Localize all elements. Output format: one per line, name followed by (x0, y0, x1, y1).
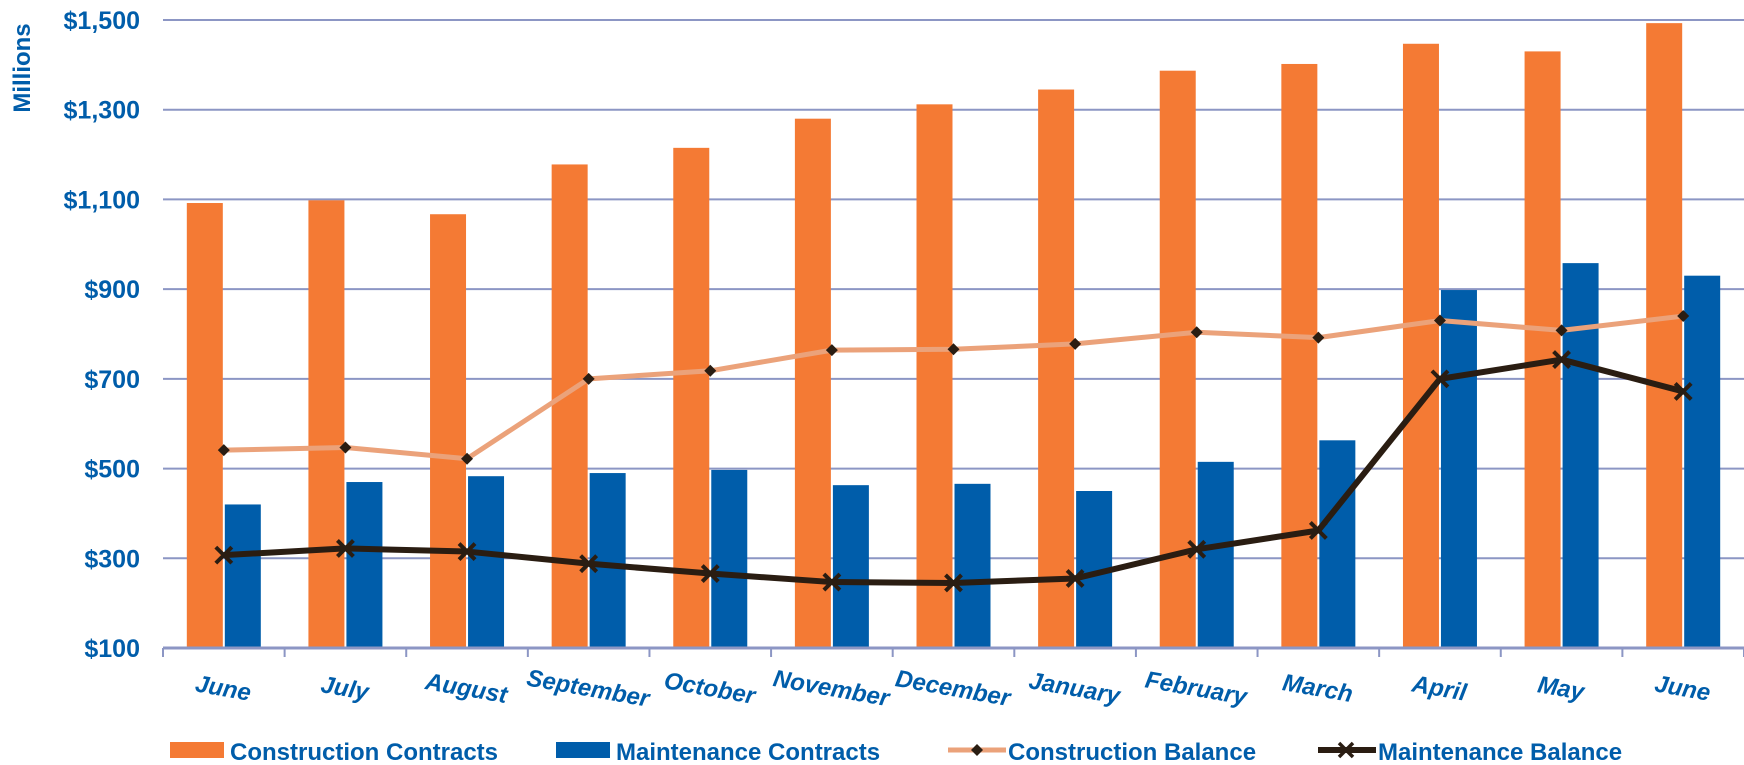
legend-label-construction-contracts: Construction Contracts (230, 739, 498, 765)
x-category-label: November (771, 665, 893, 712)
marker-construction-balance (1555, 324, 1568, 337)
bar-construction-contracts (430, 214, 467, 648)
bar-maintenance-contracts (711, 469, 748, 648)
bar-maintenance-contracts (1562, 263, 1599, 648)
y-axis-ticks: $100 $300 $500 $700 $900 $1,100 $1,300 $1,500 (64, 7, 140, 663)
bar-maintenance-contracts (468, 476, 505, 648)
marker-maintenance-balance (700, 564, 720, 583)
bar-maintenance-contracts (589, 473, 626, 648)
x-category-label: September (525, 665, 653, 713)
x-category-label: October (662, 667, 759, 710)
bar-maintenance-contracts (224, 504, 261, 648)
x-category-label: April (1409, 670, 1470, 706)
marker-maintenance-balance (822, 572, 842, 592)
marker-construction-balance (1069, 337, 1082, 350)
y-tick-label: $900 (84, 276, 140, 304)
x-axis (162, 646, 1744, 657)
bar-construction-contracts (1402, 43, 1439, 648)
marker-construction-balance (1312, 331, 1325, 344)
bar-construction-contracts (1646, 23, 1683, 648)
y-tick-label: $100 (84, 635, 140, 663)
y-axis-label: Millions (9, 23, 36, 112)
marker-construction-balance (704, 364, 717, 377)
marker-maintenance-balance (1430, 369, 1450, 389)
legend: Construction Contracts Maintenance Contr… (170, 739, 1622, 765)
marker-construction-balance (461, 452, 474, 465)
bar-construction-contracts (1281, 63, 1318, 648)
bar-maintenance-contracts (832, 485, 869, 648)
marker-construction-balance (1190, 326, 1203, 339)
legend-marker-construction-balance (971, 744, 983, 756)
bar-construction-contracts (1038, 89, 1075, 649)
legend-marker-maintenance-balance (1337, 741, 1355, 759)
marker-maintenance-balance (579, 554, 599, 574)
x-category-label: December (893, 665, 1014, 712)
bar-maintenance-contracts (1440, 290, 1477, 648)
y-tick-label: $500 (84, 456, 140, 484)
marker-maintenance-balance (214, 545, 234, 565)
marker-construction-balance (339, 441, 352, 454)
x-category-label: May (1536, 671, 1588, 706)
marker-construction-balance (947, 343, 960, 356)
bar-maintenance-contracts (1684, 275, 1721, 648)
bars (186, 23, 1721, 649)
marker-maintenance-balance (1308, 521, 1328, 540)
marker-maintenance-balance (1552, 350, 1571, 369)
bar-maintenance-contracts (346, 482, 383, 648)
bar-construction-contracts (1159, 70, 1196, 648)
legend-label-maintenance-balance: Maintenance Balance (1378, 739, 1622, 765)
bar-construction-contracts (794, 118, 831, 648)
marker-construction-balance (825, 344, 838, 357)
x-category-label: February (1143, 666, 1250, 711)
x-category-label: March (1280, 669, 1354, 708)
marker-construction-balance (1433, 314, 1446, 327)
marker-maintenance-balance (1673, 382, 1693, 401)
marker-maintenance-balance (336, 539, 355, 558)
bar-construction-contracts (916, 104, 953, 649)
bar-maintenance-contracts (954, 483, 991, 648)
y-tick-label: $700 (84, 366, 140, 394)
legend-swatch-maintenance-contracts (556, 742, 610, 758)
x-category-label: June (193, 670, 253, 706)
x-axis-categories: June July August September October November De… (193, 665, 1712, 713)
marker-maintenance-balance (1187, 539, 1207, 559)
bar-construction-contracts (1524, 51, 1561, 648)
bar-construction-contracts (551, 164, 588, 648)
y-tick-label: $1,300 (64, 97, 140, 125)
legend-label-construction-balance: Construction Balance (1008, 739, 1256, 765)
legend-label-maintenance-contracts: Maintenance Contracts (616, 739, 880, 765)
bar-construction-contracts (308, 200, 345, 648)
marker-maintenance-balance (457, 542, 477, 561)
gridlines (163, 19, 1744, 560)
y-tick-label: $1,100 (64, 186, 140, 214)
marker-construction-balance (582, 372, 595, 385)
lines (214, 310, 1693, 593)
bar-construction-contracts (186, 203, 223, 648)
marker-construction-balance (1677, 310, 1690, 323)
marker-maintenance-balance (1065, 569, 1085, 588)
marker-maintenance-balance (944, 573, 963, 593)
x-category-label: August (422, 668, 510, 709)
marker-construction-balance (217, 444, 230, 457)
x-category-label: January (1027, 667, 1124, 710)
legend-swatch-construction-contracts (170, 742, 224, 758)
y-tick-label: $1,500 (64, 7, 140, 35)
x-category-label: July (319, 671, 373, 706)
x-category-label: June (1653, 670, 1713, 706)
y-tick-label: $300 (84, 545, 140, 573)
bar-maintenance-contracts (1319, 440, 1356, 648)
